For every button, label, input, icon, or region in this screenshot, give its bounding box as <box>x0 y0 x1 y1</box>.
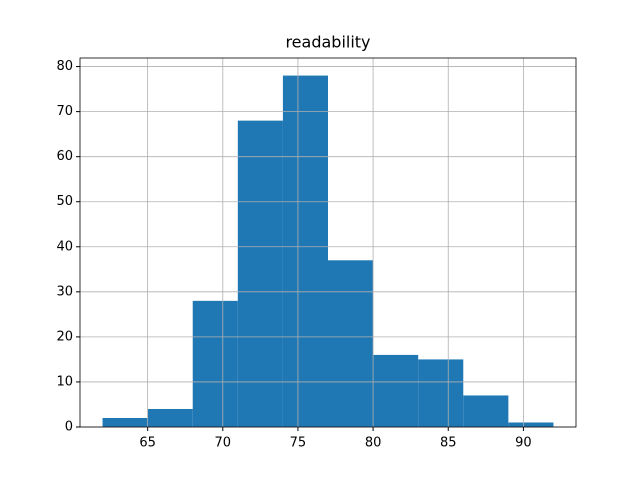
x-tick-label: 75 <box>290 436 307 451</box>
bar <box>237 120 283 427</box>
y-tick-label: 30 <box>56 284 73 299</box>
x-tick-label: 85 <box>440 436 457 451</box>
y-tick-label: 70 <box>56 104 73 119</box>
bar <box>147 408 193 427</box>
y-tick-label: 50 <box>56 194 73 209</box>
bar <box>373 354 419 427</box>
bar <box>102 417 148 427</box>
bar <box>328 260 374 427</box>
y-tick-label: 40 <box>56 239 73 254</box>
y-tick-label: 0 <box>65 420 73 435</box>
x-tick-label: 70 <box>215 436 232 451</box>
bar <box>463 395 509 427</box>
bar <box>418 359 464 427</box>
y-tick-label: 80 <box>56 59 73 74</box>
y-tick-label: 60 <box>56 149 73 164</box>
chart-title: readability <box>285 33 370 52</box>
bar <box>508 422 554 427</box>
x-tick-label: 65 <box>139 436 156 451</box>
plot-frame <box>79 57 577 428</box>
bar <box>282 75 328 428</box>
x-tick-label: 90 <box>515 436 532 451</box>
y-tick-label: 10 <box>56 374 73 389</box>
x-tick-label: 80 <box>365 436 382 451</box>
y-tick-label: 20 <box>56 329 73 344</box>
bar <box>192 300 238 427</box>
